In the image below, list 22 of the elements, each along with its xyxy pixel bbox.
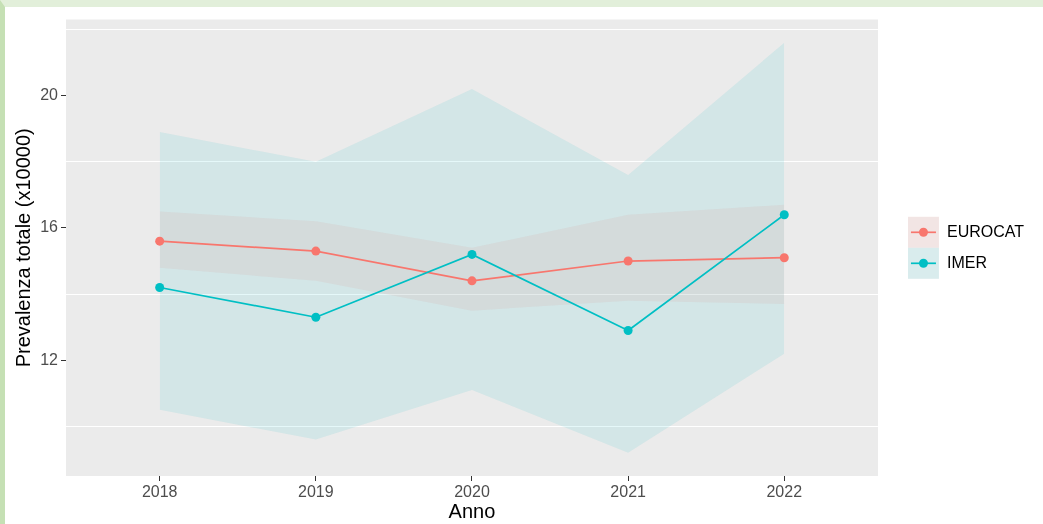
point xyxy=(155,282,165,292)
x-tick-label: 2019 xyxy=(298,483,334,501)
y-tick-label: 12 xyxy=(40,350,59,368)
x-tick-label: 2021 xyxy=(610,483,647,501)
point xyxy=(311,312,321,322)
point xyxy=(155,236,165,246)
x-tick-label: 2022 xyxy=(766,483,803,501)
legend-label: IMER xyxy=(946,253,987,271)
point xyxy=(779,253,789,263)
point xyxy=(467,249,477,259)
point xyxy=(467,276,477,286)
legend-label: EUROCAT xyxy=(946,222,1025,240)
x-tick-label: 2018 xyxy=(141,483,178,501)
point xyxy=(779,210,789,220)
point xyxy=(623,256,633,266)
x-tick-label: 2020 xyxy=(454,483,490,501)
y-tick-label: 20 xyxy=(40,86,59,104)
y-axis-title: Prevalenza totale (x10000) xyxy=(11,128,34,368)
x-axis-title: Anno xyxy=(448,499,496,522)
y-tick-label: 16 xyxy=(40,218,59,236)
point xyxy=(623,325,633,335)
point xyxy=(311,246,321,256)
